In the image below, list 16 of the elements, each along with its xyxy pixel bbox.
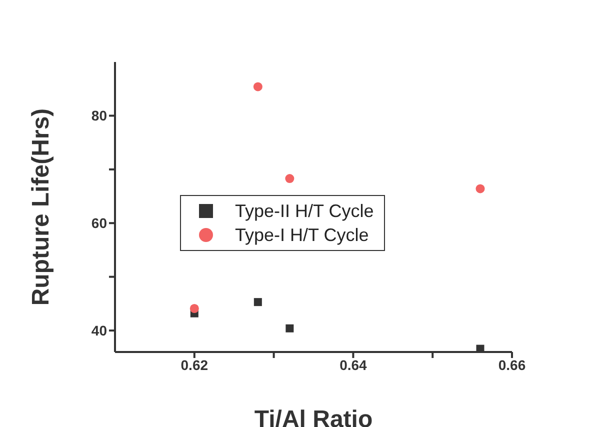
legend-label: Type-II H/T Cycle <box>235 200 374 223</box>
point <box>285 174 294 184</box>
y-axis-title: Rupture Life(Hrs) <box>28 108 55 306</box>
x-tick-label: 0.62 <box>180 356 208 373</box>
y-tick-label: 80 <box>91 108 108 124</box>
point <box>253 82 262 92</box>
x-tick-label: 0.64 <box>340 356 368 373</box>
y-tick-label: 60 <box>91 215 108 232</box>
point <box>190 304 199 314</box>
point <box>476 184 485 194</box>
legend-label: Type-I H/T Cycle <box>235 224 369 247</box>
x-tick-label: 0.66 <box>498 356 526 373</box>
point <box>286 324 294 332</box>
y-tick-label: 40 <box>91 322 108 338</box>
point <box>254 298 262 306</box>
point <box>476 344 484 352</box>
